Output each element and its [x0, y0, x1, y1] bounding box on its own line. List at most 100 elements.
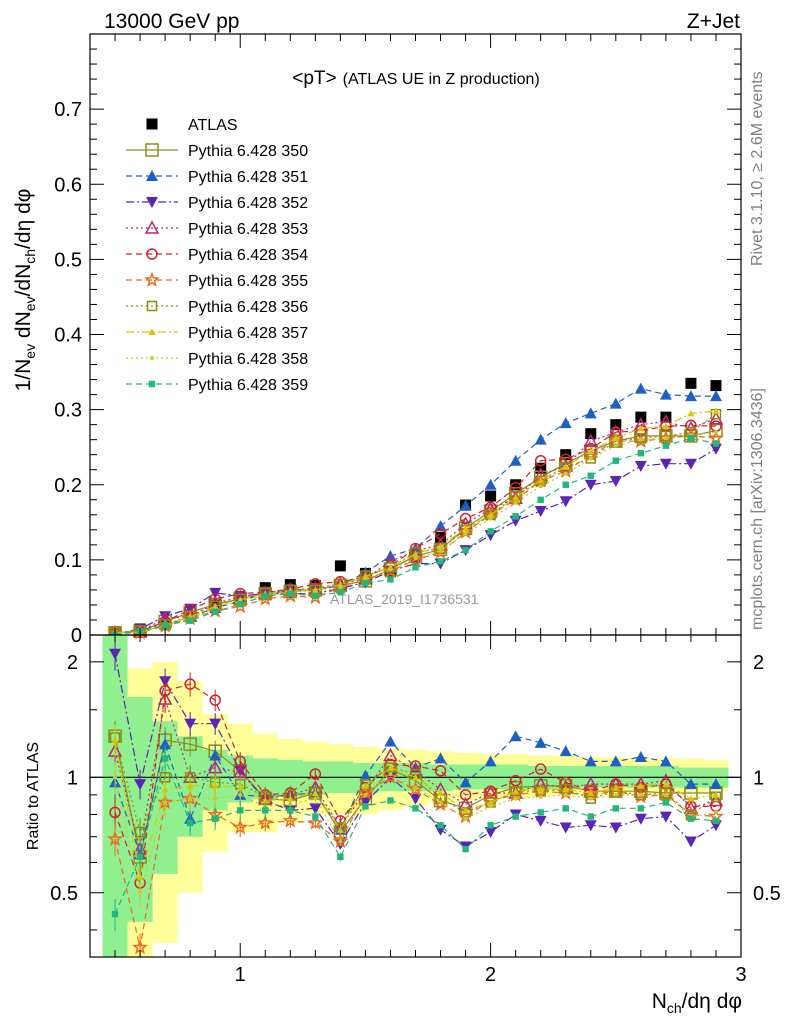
ratio-point-s357-12: [412, 773, 419, 781]
ratio-point-s357-11: [386, 764, 394, 771]
main-point-s358-24: [713, 430, 718, 435]
ratio-point-s359-3: [186, 819, 194, 827]
ratio-point-s358-17: [538, 794, 543, 799]
xtick-label-2: 3: [735, 964, 746, 986]
legend-marker-s356: [146, 300, 158, 312]
ratio-point-s357-16: [512, 787, 520, 795]
main-point-s357-19: [587, 447, 595, 454]
legend-marker-s359: [148, 380, 156, 388]
main-y-axis-label: 1/Nev dNev/dNch/dη dφ: [12, 189, 38, 392]
ratio-point-s351-22: [659, 755, 672, 767]
main-point-s351-16: [509, 454, 522, 466]
ratio-point-s357-9: [336, 826, 344, 833]
main-point-s358-18: [563, 471, 568, 476]
main-point-s359-14: [462, 546, 469, 554]
ratio-point-s354-19: [585, 785, 597, 797]
ratio-point-s359-11: [387, 797, 394, 804]
main-point-s350-24: [709, 423, 723, 438]
ratio-point-s359-22: [662, 799, 670, 806]
ratio-point-s359-8: [312, 813, 319, 820]
main-ytick-label-2: 0.2: [54, 475, 82, 497]
legend-marker-s353: [144, 220, 160, 234]
ratio-point-s358-11: [388, 772, 393, 777]
ratio-point-s352-19: [584, 820, 597, 832]
ratio-point-s352-21: [634, 813, 647, 825]
legend-item-s350: Pythia 6.428 350: [126, 143, 308, 160]
ratio-point-s352-23: [684, 836, 697, 848]
main-point-s351-13: [434, 520, 447, 532]
ratio-point-s358-22: [663, 792, 668, 797]
legend-label-s351: Pythia 6.428 351: [188, 169, 308, 186]
ratio-point-s358-1: [138, 890, 143, 895]
ratio-point-s357-1: [136, 873, 144, 880]
legend-label-s353: Pythia 6.428 353: [188, 221, 308, 238]
ratio-point-s352-0: [109, 648, 122, 660]
ratio-point-s351-20: [609, 755, 622, 767]
main-point-s359-19: [587, 472, 594, 479]
ratio-point-s359-16: [512, 813, 519, 820]
ratio-band-inner: [102, 635, 729, 957]
legend-marker-s351: [146, 170, 158, 181]
legend-item-s352: Pythia 6.428 352: [126, 195, 308, 212]
ratio-point-s355-7: [282, 812, 299, 828]
header-left-label: 13000 GeV pp: [104, 10, 239, 33]
main-point-s357-17: [537, 476, 545, 484]
main-ytick-label-5: 0.5: [54, 249, 82, 271]
main-ytick-label-4: 0.4: [54, 325, 82, 347]
main-point-s359-2: [161, 622, 169, 629]
ratio-point-s359-7: [287, 807, 294, 814]
main-point-s359-18: [562, 481, 569, 488]
main-ylabel-c-sub: ch: [22, 249, 38, 264]
ratio-point-s352-17: [534, 815, 547, 827]
ratio-series-s359: [111, 745, 720, 931]
ratio-point-s358-0: [113, 775, 118, 780]
ratio-point-s352-1: [134, 779, 147, 791]
ratio-point-s358-20: [613, 792, 618, 797]
main-point-s359-23: [687, 434, 695, 442]
main-point-s359-12: [412, 564, 419, 571]
main-ytick-label-7: 0.7: [54, 99, 82, 121]
main-point-s352-19: [584, 479, 597, 491]
ratio-point-s359-18: [562, 805, 569, 812]
ratio-point-s355-5: [232, 819, 249, 835]
header-right-label: Z+Jet: [687, 10, 740, 33]
ratio-point-s354-17: [534, 763, 547, 775]
ratio-point-s350-3: [183, 737, 197, 751]
ratio-point-s359-9: [337, 853, 344, 861]
ratio-point-s357-19: [587, 789, 595, 797]
main-point-s357-14: [462, 524, 470, 532]
main-ytick-label-6: 0.6: [54, 174, 82, 196]
ratio-point-s359-5: [237, 807, 244, 814]
main-point-s359-6: [262, 592, 269, 600]
ratio-point-s356-21: [635, 789, 647, 801]
main-point-s355-5: [232, 598, 249, 614]
main-ytick-label-1: 0.1: [54, 550, 82, 572]
ratio-point-s351-24: [709, 778, 722, 790]
main-point-s356-22: [660, 430, 672, 442]
ratio-point-s357-24: [712, 791, 720, 798]
ratio-point-s354-5: [234, 755, 246, 768]
legend-label-s355: Pythia 6.428 355: [188, 273, 308, 290]
main-point-s358-19: [588, 456, 593, 461]
ratio-point-s358-4: [213, 796, 218, 801]
main-point-s357-21: [637, 424, 645, 432]
ratio-point-s359-1: [136, 853, 144, 861]
main-line-s354: [114, 424, 717, 634]
legend-label-ATLAS: ATLAS: [188, 117, 238, 134]
main-point-s358-14: [463, 531, 468, 536]
ratio-point-s357-0: [111, 736, 119, 744]
ratio-point-s359-21: [637, 805, 645, 812]
ratio-point-s351-19: [584, 755, 597, 767]
axes: 0 0.1 0.2 0.3 0.4 0.5 0.6 0.7 1 2 3 0.5 0.5 1 1 2 2: [50, 33, 781, 986]
main-point-s357-10: [361, 572, 369, 580]
ratio-point-s358-19: [588, 796, 593, 801]
xtick-label-0: 1: [235, 964, 246, 986]
legend-item-s358: Pythia 6.428 358: [126, 351, 308, 368]
ratio-point-s355-6: [257, 814, 274, 830]
xlabel-a-sub: ch: [667, 1000, 682, 1016]
ratio-point-s357-2: [161, 785, 169, 793]
ratio-point-s357-23: [687, 795, 695, 802]
ratio-point-s355-11: [382, 768, 399, 785]
main-point-s359-21: [637, 449, 645, 457]
main-point-s354-17: [534, 454, 547, 467]
